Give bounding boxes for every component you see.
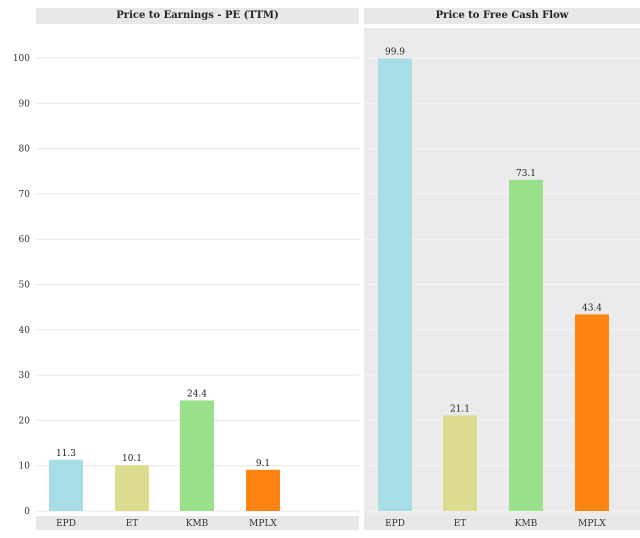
right-chart-title: Price to Free Cash Flow <box>364 8 640 24</box>
right-data-label: 43.4 <box>582 303 602 313</box>
right-x-axis-strip <box>364 516 640 530</box>
y-tick-label: 0 <box>24 507 30 517</box>
right-x-tick-label: EPD <box>385 519 405 529</box>
y-tick-label: 100 <box>13 54 30 64</box>
y-tick-label: 50 <box>19 281 31 291</box>
y-tick-label: 80 <box>19 145 31 155</box>
right-x-tick-label: ET <box>454 519 467 529</box>
left-x-tick-label: ET <box>126 519 139 529</box>
left-chart-title: Price to Earnings - PE (TTM) <box>36 8 359 24</box>
right-data-label: 99.9 <box>385 47 405 57</box>
left-data-label: 9.1 <box>256 459 270 469</box>
y-tick-label: 20 <box>19 416 31 426</box>
right-bar-epd <box>378 58 412 511</box>
left-x-tick-label: MPLX <box>249 519 277 529</box>
right-bar-mplx <box>575 314 609 511</box>
left-data-label: 10.1 <box>122 454 142 464</box>
left-x-axis-strip <box>36 516 359 530</box>
left-bar-epd <box>49 459 83 511</box>
right-data-label: 21.1 <box>450 404 470 414</box>
y-tick-label: 30 <box>19 371 31 381</box>
y-tick-label: 70 <box>19 190 31 200</box>
right-data-label: 73.1 <box>516 169 536 179</box>
right-bar-et <box>443 415 477 511</box>
left-bar-et <box>115 465 149 511</box>
y-tick-label: 90 <box>19 99 31 109</box>
right-x-tick-label: KMB <box>515 519 538 529</box>
left-x-tick-label: KMB <box>186 519 209 529</box>
y-tick-label: 40 <box>19 326 31 336</box>
left-data-label: 11.3 <box>56 449 76 459</box>
left-data-label: 24.4 <box>187 389 207 399</box>
y-tick-label: 10 <box>19 462 31 472</box>
left-bar-mplx <box>246 469 280 511</box>
left-x-tick-label: EPD <box>56 519 76 529</box>
y-tick-label: 60 <box>19 235 31 245</box>
left-bar-kmb <box>180 400 214 511</box>
right-x-tick-label: MPLX <box>578 519 606 529</box>
right-bar-kmb <box>509 179 543 511</box>
